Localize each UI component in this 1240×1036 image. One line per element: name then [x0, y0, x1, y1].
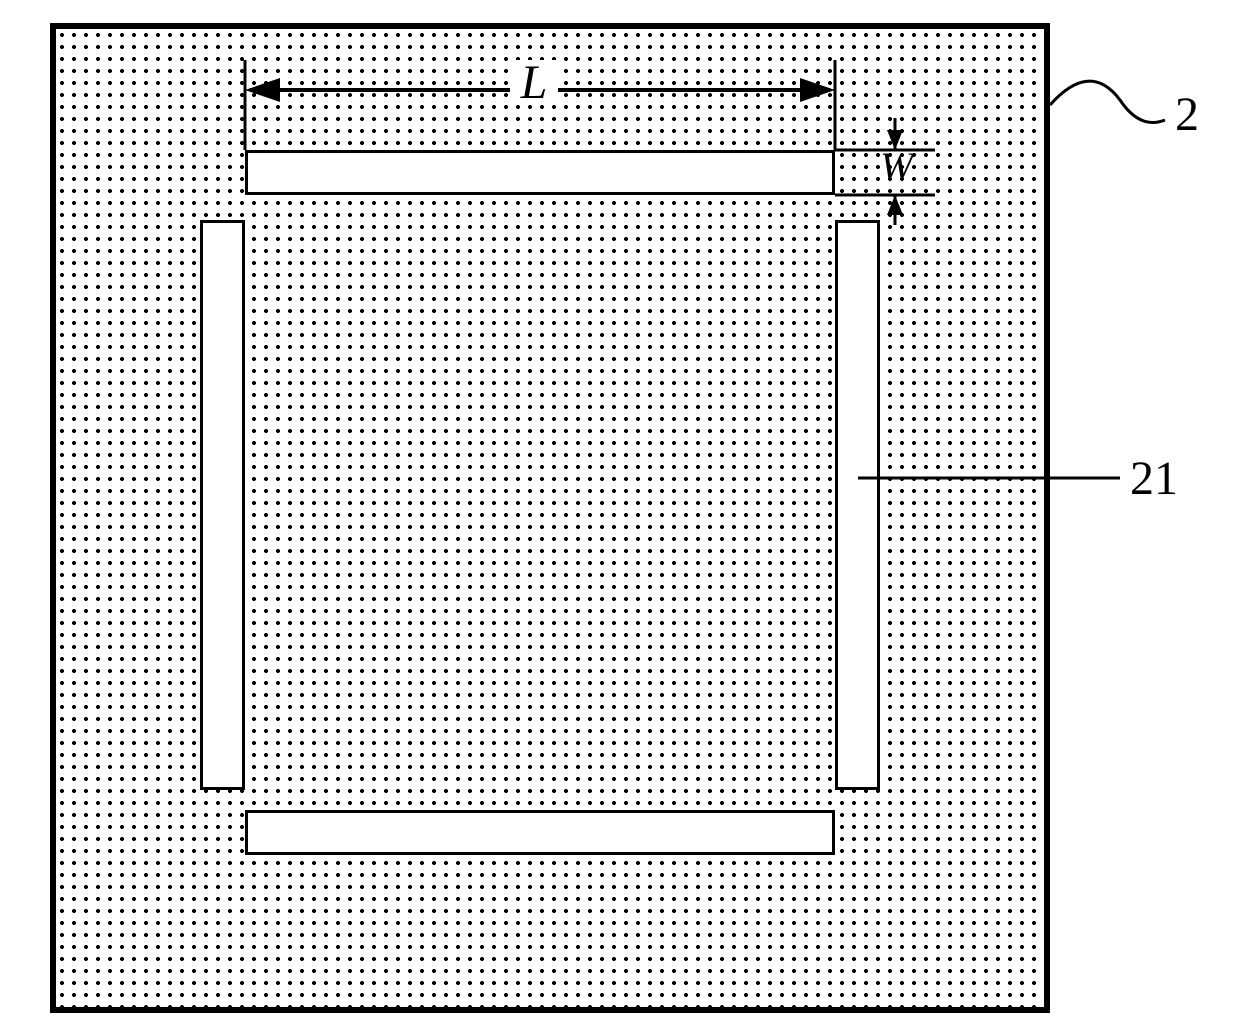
dim-W-label: W [880, 144, 917, 189]
label-2-leader [1050, 81, 1165, 122]
dim-W-arrow-bottom [887, 195, 903, 215]
dim-L-arrow-right [800, 78, 835, 102]
dim-L-label: L [520, 56, 548, 109]
label-21-text: 21 [1130, 452, 1178, 505]
label-2-text: 2 [1175, 88, 1199, 141]
annotation-overlay: L W 2 21 [0, 0, 1240, 1036]
dim-L-arrow-left [245, 78, 280, 102]
